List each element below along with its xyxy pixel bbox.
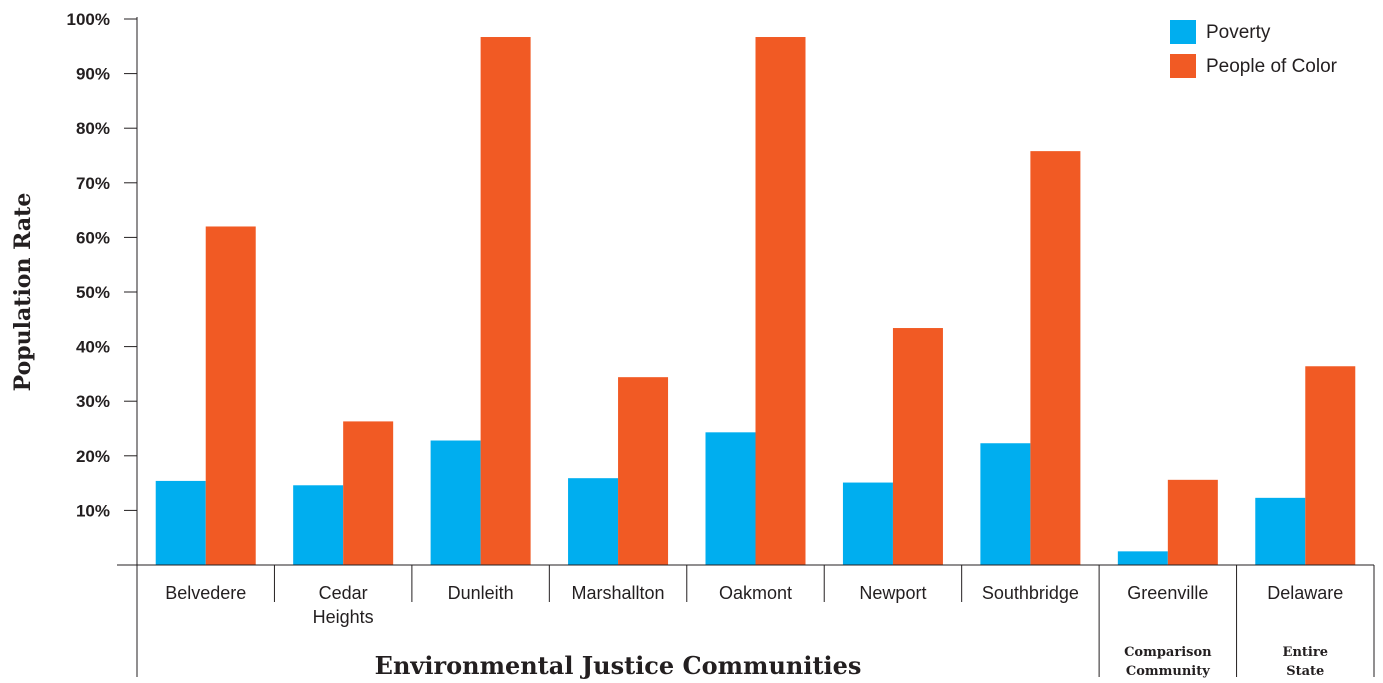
y-tick-label: 50% bbox=[76, 283, 110, 302]
bar-poverty bbox=[1255, 497, 1306, 565]
legend: Poverty People of Color bbox=[1170, 20, 1338, 78]
bar-poverty bbox=[705, 432, 756, 565]
category-label: Greenville bbox=[1127, 583, 1208, 603]
category-label: Oakmont bbox=[719, 583, 792, 603]
y-axis-title: Population Rate bbox=[10, 193, 36, 392]
category-label: Delaware bbox=[1267, 583, 1343, 603]
bar-people-of-color bbox=[343, 421, 394, 565]
bar-poverty bbox=[155, 480, 206, 565]
y-tick-label: 80% bbox=[76, 119, 110, 138]
category-label: Belvedere bbox=[165, 583, 246, 603]
bar-poverty bbox=[980, 443, 1031, 565]
bar-people-of-color bbox=[892, 328, 943, 565]
y-axis: 10% 20% 30% 40% 50% 60% 70% 80% 90% 100% bbox=[67, 10, 138, 677]
bar-poverty bbox=[293, 485, 344, 565]
bar-people-of-color bbox=[1030, 151, 1081, 565]
category-label: Heights bbox=[313, 607, 374, 627]
y-tick-label: 10% bbox=[76, 501, 110, 520]
x-axis: Belvedere Cedar Heights Dunleith Marshallton… bbox=[117, 564, 1375, 680]
legend-label: Poverty bbox=[1206, 22, 1271, 43]
legend-swatch bbox=[1170, 20, 1196, 44]
bar-poverty bbox=[430, 440, 481, 565]
y-tick-label: 70% bbox=[76, 174, 110, 193]
y-tick-label: 20% bbox=[76, 447, 110, 466]
y-tick-label: 100% bbox=[67, 10, 110, 29]
category-label: Newport bbox=[859, 583, 926, 603]
category-label: Dunleith bbox=[448, 583, 514, 603]
bar-poverty bbox=[842, 482, 893, 565]
group-label: Community bbox=[1126, 664, 1210, 679]
y-tick-label: 90% bbox=[76, 65, 110, 84]
bar-poverty bbox=[1117, 551, 1168, 565]
group-label: Comparison bbox=[1124, 645, 1212, 660]
group-label: Environmental Justice Communities bbox=[375, 651, 862, 680]
bars bbox=[155, 37, 1356, 566]
category-label: Marshallton bbox=[572, 583, 665, 603]
bar-people-of-color bbox=[1305, 366, 1356, 565]
bar-poverty bbox=[568, 478, 619, 565]
bar-people-of-color bbox=[755, 37, 806, 565]
bar-people-of-color bbox=[205, 226, 256, 566]
bar-people-of-color bbox=[1167, 479, 1218, 565]
y-tick-label: 40% bbox=[76, 338, 110, 357]
legend-label: People of Color bbox=[1206, 56, 1338, 77]
y-axis-title-group: Population Rate bbox=[10, 193, 36, 392]
bar-people-of-color bbox=[480, 37, 531, 565]
group-label: Entire bbox=[1283, 645, 1328, 660]
y-tick-label: 60% bbox=[76, 228, 110, 247]
bar-people-of-color bbox=[618, 377, 669, 565]
category-label: Southbridge bbox=[982, 583, 1079, 603]
legend-swatch bbox=[1170, 54, 1196, 78]
category-label: Cedar bbox=[319, 583, 368, 603]
group-label: State bbox=[1286, 664, 1324, 679]
y-tick-label: 30% bbox=[76, 392, 110, 411]
